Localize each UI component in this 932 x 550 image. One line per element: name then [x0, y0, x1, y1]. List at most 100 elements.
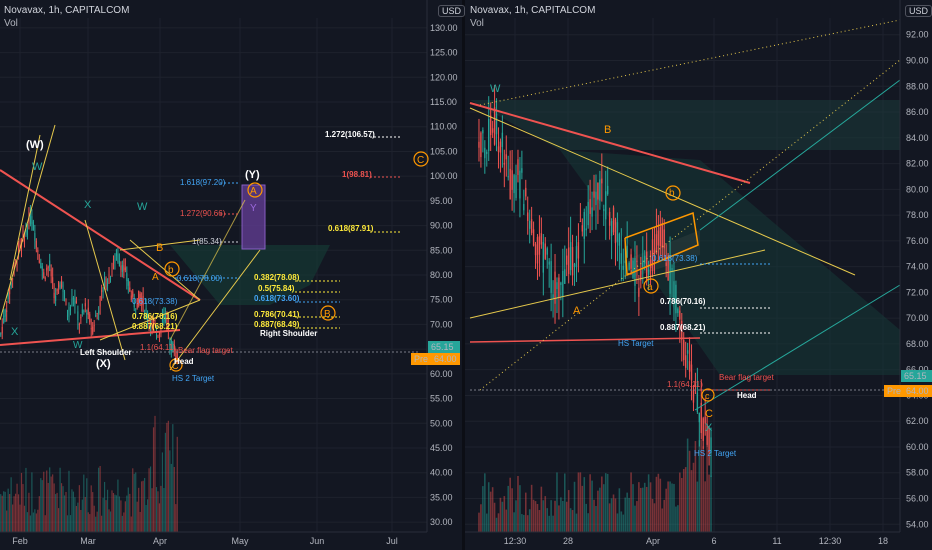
candle-body — [552, 294, 554, 299]
volume-bar — [106, 489, 109, 532]
candle-body — [102, 287, 104, 293]
volume-bar — [176, 436, 178, 532]
left-currency-badge[interactable]: USD — [438, 5, 466, 17]
candle-body — [548, 261, 550, 265]
candle-body — [624, 260, 626, 264]
volume-bar — [25, 467, 27, 532]
candle-body — [175, 356, 177, 358]
volume-bar — [562, 500, 564, 532]
fib-lines — [175, 136, 770, 391]
x-tick-label: Apr — [646, 536, 660, 546]
candle-body — [503, 163, 506, 165]
candle-body — [169, 343, 171, 346]
volume-bar — [87, 512, 89, 532]
candle-body — [127, 279, 129, 286]
candle-body — [141, 297, 143, 305]
y-tick-label: 115.00 — [430, 97, 457, 107]
candle-body — [632, 260, 634, 279]
volume-bar — [501, 501, 504, 532]
volume-bar — [151, 488, 153, 532]
candle-body — [78, 324, 80, 326]
volume-bar — [616, 513, 619, 532]
lines-left — [0, 124, 420, 371]
annotation-label: Head — [737, 391, 757, 400]
candle-body — [683, 340, 685, 361]
fib-label: 1.1(64.11) — [140, 343, 176, 352]
candle-body — [151, 319, 153, 328]
candle-body — [620, 253, 623, 264]
candle-body — [698, 412, 701, 423]
volume-bar — [4, 491, 6, 532]
wave-label: B — [604, 124, 611, 136]
volume-bar — [484, 473, 486, 532]
candle-body — [636, 260, 638, 262]
candle-body — [501, 132, 504, 147]
candle-body — [489, 115, 492, 136]
y-tick-label: 90.00 — [906, 56, 929, 66]
volume-bar — [19, 504, 21, 532]
volume-bar — [126, 495, 128, 532]
candle-body — [478, 141, 480, 148]
volume-bar — [655, 476, 658, 532]
volume-bar — [169, 450, 171, 532]
volume-bar — [651, 498, 654, 532]
volume-bar — [489, 491, 492, 532]
candle-body — [651, 239, 654, 272]
red-hs-line — [469, 337, 701, 343]
volume-bar — [542, 500, 545, 532]
volume-bar — [602, 484, 605, 532]
candle-body — [92, 326, 94, 334]
volume-bar — [548, 515, 550, 532]
candle-body — [644, 255, 646, 264]
volume-bar — [22, 484, 24, 532]
x-tick-label: 12:30 — [504, 536, 527, 546]
candle-body — [567, 247, 570, 275]
wave-label: a — [647, 282, 653, 293]
wave-label: A — [152, 272, 159, 283]
price-badges-right: 65.15 Pre 64.00 — [884, 370, 932, 397]
volume-bar — [83, 474, 85, 532]
teal-diag-lower — [694, 284, 901, 411]
y-tick-label: 130.00 — [430, 23, 458, 33]
price-badge-right: 65.15 — [904, 371, 927, 381]
fib-label: 0.618(78.00) — [177, 274, 223, 283]
candle-body — [176, 352, 178, 360]
y-axis-right: 54.00 56.00 58.00 60.00 62.00 64.00 66.00 68.00… — [906, 30, 929, 530]
volume-bar — [146, 499, 149, 532]
y-tick-label: 82.00 — [906, 159, 929, 169]
teal-diag-upper — [699, 79, 901, 231]
candle-body — [692, 389, 695, 403]
volume-bar — [10, 477, 12, 532]
volume-bar — [519, 485, 521, 532]
candle-body — [59, 284, 61, 290]
candle-body — [19, 242, 21, 249]
volume-bar — [659, 478, 662, 532]
candle-body — [153, 320, 155, 325]
right-currency-badge[interactable]: USD — [905, 5, 932, 17]
candle-body — [72, 298, 74, 300]
candle-body — [157, 336, 159, 338]
volume-bar — [521, 514, 523, 532]
volume-bar — [534, 501, 537, 532]
volume-bar — [129, 493, 131, 532]
volume-bar — [84, 497, 86, 532]
candle-body — [653, 250, 656, 253]
y-tick-label: 74.00 — [906, 262, 929, 272]
candle-body — [493, 107, 496, 145]
candle-body — [68, 306, 70, 317]
volume-bar — [544, 496, 547, 532]
fib-label: 0.786(70.16) — [132, 312, 178, 321]
x-tick-label: 18 — [878, 536, 888, 546]
candle-body — [511, 170, 513, 190]
candle-body — [96, 312, 98, 314]
candle-body — [52, 277, 54, 283]
annotation-label: Right Shoulder — [260, 329, 317, 338]
candle-body — [46, 268, 48, 271]
y-tick-label: 84.00 — [906, 133, 929, 143]
y-tick-label: 100.00 — [430, 171, 458, 181]
candle-body — [64, 291, 66, 299]
candle-body — [603, 209, 605, 211]
y-tick-label: 60.00 — [906, 442, 929, 452]
candle-body — [544, 243, 546, 259]
